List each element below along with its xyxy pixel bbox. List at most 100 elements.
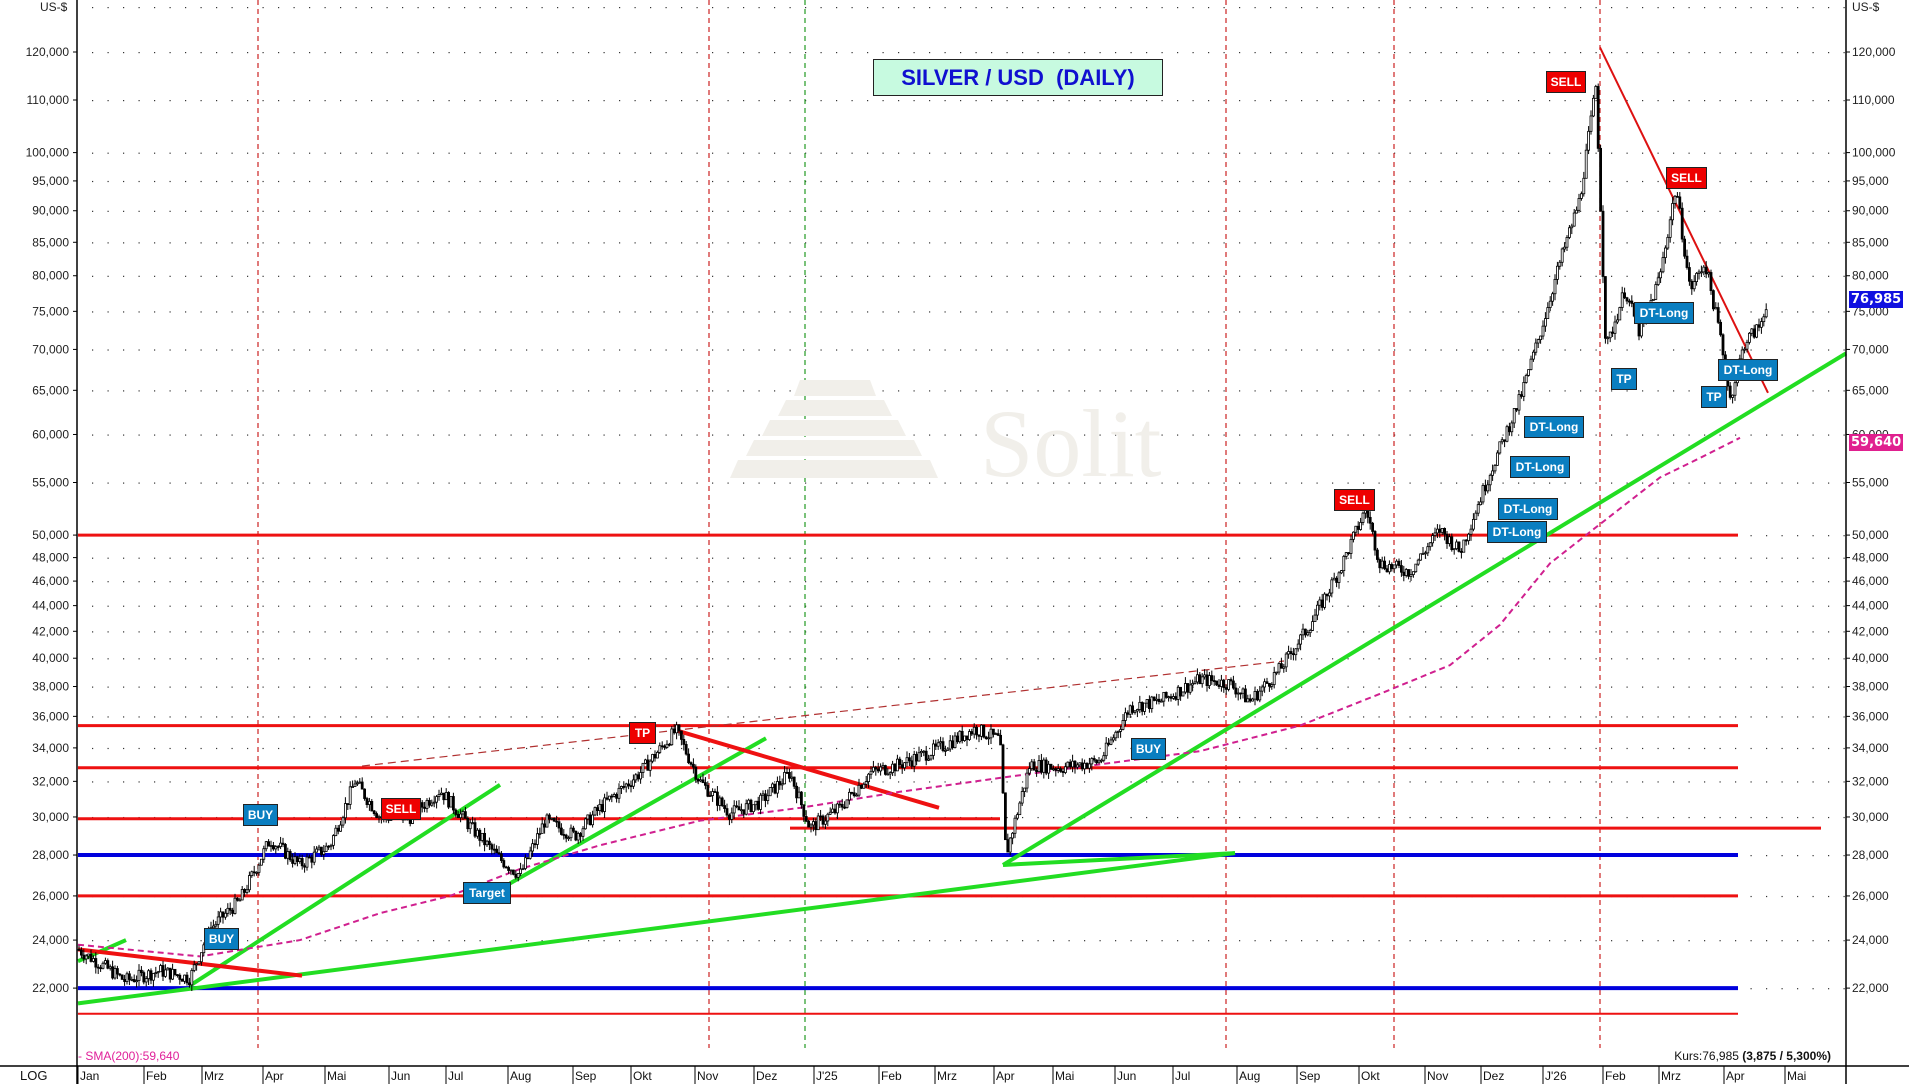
- y-axis-ticks: 120,000 120,000 110,000 110,000 100,000 100,0…: [26, 45, 1896, 995]
- svg-text:80,000: 80,000: [1852, 269, 1889, 283]
- svg-text:26,000: 26,000: [32, 889, 69, 903]
- svg-text:Feb: Feb: [881, 1069, 902, 1083]
- svg-text:90,000: 90,000: [32, 204, 69, 218]
- svg-text:42,000: 42,000: [32, 624, 69, 638]
- svg-text:90,000: 90,000: [1852, 204, 1889, 218]
- svg-text:32,000: 32,000: [32, 774, 69, 788]
- svg-text:22,000: 22,000: [32, 981, 69, 995]
- svg-text:Nov: Nov: [1427, 1069, 1448, 1083]
- signal-buy-label: BUY: [204, 928, 239, 950]
- signal-sell-label: SELL: [381, 798, 421, 820]
- chart-title: SILVER / USD (DAILY): [873, 59, 1163, 96]
- svg-text:40,000: 40,000: [1852, 651, 1889, 665]
- svg-text:55,000: 55,000: [32, 475, 69, 489]
- svg-text:65,000: 65,000: [32, 383, 69, 397]
- svg-text:34,000: 34,000: [32, 741, 69, 755]
- svg-text:Mrz: Mrz: [937, 1069, 957, 1083]
- svg-text:55,000: 55,000: [1852, 475, 1889, 489]
- svg-text:Mai: Mai: [327, 1069, 346, 1083]
- signal-target-label: Target: [463, 882, 511, 904]
- svg-text:Mai: Mai: [1055, 1069, 1074, 1083]
- signal-tp-label: TP: [629, 722, 656, 744]
- sma-200-line: [77, 436, 1741, 958]
- signal-dt-long-label: DT-Long: [1718, 359, 1778, 381]
- svg-text:80,000: 80,000: [32, 269, 69, 283]
- svg-text:44,000: 44,000: [32, 599, 69, 613]
- svg-text:Jun: Jun: [1117, 1069, 1136, 1083]
- log-scale-label: LOG: [20, 1068, 48, 1083]
- svg-text:Jul: Jul: [448, 1069, 463, 1083]
- svg-text:24,000: 24,000: [1852, 933, 1889, 947]
- svg-text:100,000: 100,000: [26, 146, 70, 160]
- signal-dt-long-label: DT-Long: [1498, 498, 1558, 520]
- svg-text:110,000: 110,000: [27, 93, 70, 107]
- svg-text:Okt: Okt: [1361, 1069, 1380, 1083]
- svg-text:Nov: Nov: [697, 1069, 718, 1083]
- svg-text:30,000: 30,000: [32, 810, 69, 824]
- svg-text:70,000: 70,000: [1852, 342, 1889, 356]
- svg-text:48,000: 48,000: [32, 551, 69, 565]
- svg-text:Jun: Jun: [391, 1069, 410, 1083]
- svg-text:Feb: Feb: [1605, 1069, 1626, 1083]
- svg-text:Apr: Apr: [996, 1069, 1015, 1083]
- svg-text:Dez: Dez: [1483, 1069, 1504, 1083]
- svg-text:50,000: 50,000: [1852, 528, 1889, 542]
- svg-text:32,000: 32,000: [1852, 774, 1889, 788]
- signal-sell-label: SELL: [1334, 489, 1375, 511]
- kurs-change: (3,875 / 5,300%): [1742, 1049, 1831, 1063]
- svg-text:28,000: 28,000: [1852, 848, 1889, 862]
- svg-text:44,000: 44,000: [1852, 599, 1889, 613]
- svg-text:22,000: 22,000: [1852, 981, 1889, 995]
- svg-text:Sep: Sep: [575, 1069, 597, 1083]
- svg-text:36,000: 36,000: [32, 709, 69, 723]
- svg-text:Aug: Aug: [510, 1069, 531, 1083]
- current-price-info: Kurs:76,985 (3,875 / 5,300%): [1674, 1049, 1831, 1063]
- svg-text:46,000: 46,000: [32, 574, 69, 588]
- svg-text:Mrz: Mrz: [204, 1069, 224, 1083]
- sma-value-badge: 59,640: [1849, 434, 1904, 451]
- signal-buy-label: BUY: [243, 804, 278, 826]
- svg-text:85,000: 85,000: [32, 235, 69, 249]
- svg-text:42,000: 42,000: [1852, 624, 1889, 638]
- signal-sell-label: SELL: [1666, 167, 1707, 189]
- svg-text:95,000: 95,000: [32, 174, 69, 188]
- y-axis-unit-right: US-$: [1852, 0, 1880, 14]
- svg-text:Okt: Okt: [633, 1069, 652, 1083]
- candlesticks: [77, 83, 1768, 992]
- svg-text:J'26: J'26: [1545, 1069, 1567, 1083]
- signal-dt-long-label: DT-Long: [1634, 302, 1694, 324]
- kurs-value: Kurs:76,985: [1674, 1049, 1743, 1063]
- svg-text:Sep: Sep: [1299, 1069, 1321, 1083]
- svg-text:40,000: 40,000: [32, 651, 69, 665]
- signal-tp-label: TP: [1701, 386, 1727, 408]
- svg-text:Apr: Apr: [1726, 1069, 1745, 1083]
- svg-text:34,000: 34,000: [1852, 741, 1889, 755]
- svg-text:Dez: Dez: [756, 1069, 777, 1083]
- svg-text:50,000: 50,000: [32, 528, 69, 542]
- x-axis-months: Jan Feb Mrz Apr Mai Jun Jul Aug Sep Okt Nov Dez J'25…: [77, 1066, 1806, 1084]
- svg-text:38,000: 38,000: [1852, 680, 1889, 694]
- signal-dt-long-label: DT-Long: [1487, 521, 1547, 543]
- svg-text:30,000: 30,000: [1852, 810, 1889, 824]
- svg-text:95,000: 95,000: [1852, 174, 1889, 188]
- signal-tp-label: TP: [1611, 368, 1637, 390]
- svg-text:Jan: Jan: [80, 1069, 99, 1083]
- svg-text:Jul: Jul: [1175, 1069, 1190, 1083]
- signal-dt-long-label: DT-Long: [1510, 456, 1570, 478]
- signal-dt-long-label: DT-Long: [1524, 416, 1584, 438]
- sma-legend: - SMA(200):59,640: [78, 1049, 180, 1063]
- svg-text:100,000: 100,000: [1852, 146, 1896, 160]
- svg-text:120,000: 120,000: [1852, 45, 1896, 59]
- svg-text:Mai: Mai: [1787, 1069, 1806, 1083]
- svg-text:Aug: Aug: [1239, 1069, 1260, 1083]
- svg-text:75,000: 75,000: [32, 304, 69, 318]
- signal-sell-label: SELL: [1546, 71, 1586, 93]
- trend-lines: [77, 46, 1848, 1006]
- svg-text:85,000: 85,000: [1852, 235, 1889, 249]
- grid-dots: [92, 7, 1845, 990]
- y-axis-unit-left: US-$: [40, 0, 68, 14]
- support-resistance-lines: [78, 533, 1821, 1015]
- svg-text:70,000: 70,000: [32, 342, 69, 356]
- svg-text:Feb: Feb: [146, 1069, 167, 1083]
